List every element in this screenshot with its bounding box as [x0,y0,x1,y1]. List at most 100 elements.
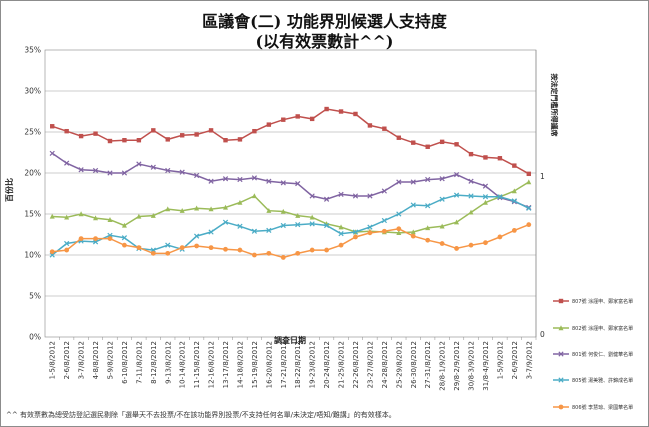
series-lines [49,106,532,260]
x-tick-label: 6-10/8/2012 [121,341,129,384]
series-line [51,152,530,209]
x-tick-label: 9-13/8/2012 [164,341,172,384]
data-point [194,205,200,211]
data-point [353,111,358,117]
x-tick-label: 7-11/8/2012 [135,341,143,384]
data-point [165,167,171,174]
legend-label: 806號 李慧琼、梁國華名單 [572,404,633,411]
data-point [208,128,214,133]
data-point [526,171,531,177]
data-point [367,123,373,128]
data-point [425,176,431,183]
legend-item: 801號 何俊仁、劉健華名單 [553,351,633,358]
data-point [107,236,113,242]
data-point [352,193,359,199]
legend-label: 807號 涂謹申、鄭家富名單 [572,298,633,305]
data-point [136,213,142,219]
data-point [381,228,387,234]
data-point [165,250,171,256]
data-point [222,176,229,182]
data-point [78,236,84,242]
data-point [150,164,156,170]
data-point [237,137,243,142]
data-point [237,247,243,253]
data-point [511,228,517,233]
x-tick-label: 1-5/8/2012 [49,341,57,379]
data-point [410,233,416,239]
data-point [121,235,128,241]
x-tick-label: 5-9/8/2012 [106,341,114,379]
x-tick-label: 12-16/8/2012 [208,341,216,388]
data-point [179,245,185,251]
data-point [381,217,387,224]
data-point [454,246,459,251]
data-point [382,126,387,131]
data-point [222,219,229,225]
data-point [338,242,344,248]
y2-axis-label: 按法定門檻所得議席 [550,74,559,137]
data-point [64,247,70,253]
y2-tick: 0 [540,330,545,339]
data-point [295,222,301,228]
data-point [411,140,416,145]
y-tick-label: 30% [24,87,41,96]
y-tick-label: 25% [24,128,41,137]
data-point [468,193,474,199]
data-point [309,193,315,199]
data-point [381,188,387,194]
data-point [338,231,344,237]
data-point [194,243,200,249]
data-point [49,249,55,255]
y2-tick: 1 [540,172,545,181]
data-point [107,138,113,144]
data-point [223,204,229,210]
x-tick-label: 15-19/8/2012 [251,341,259,388]
data-point [497,156,503,161]
data-point [64,240,70,247]
data-point [410,202,416,208]
data-point [93,131,98,136]
data-point [121,170,128,176]
data-point [78,211,84,217]
data-point [208,206,214,212]
x-axis-label: 調查日期 [274,335,306,345]
data-point [425,203,431,209]
x-tick-label: 22-26/8/2012 [352,341,360,388]
data-point [453,192,460,198]
data-point [295,114,300,119]
data-point [468,178,474,184]
data-point [208,229,214,235]
x-tick-label: 3-7/8/2012 [78,341,86,379]
legend-label: 802號 涂謹申、鄭家富名單 [572,325,633,332]
data-point [396,211,402,217]
x-tick-label: 16-20/8/2012 [265,341,273,388]
data-point [309,221,315,227]
data-point [439,139,445,145]
data-point [107,217,113,222]
data-point [165,242,171,248]
data-point [396,179,402,185]
x-tick-label: 2-6/8/2012 [63,341,71,379]
data-point [439,241,445,246]
data-point [396,230,402,236]
data-point [165,206,171,212]
series-807號 涂謹申、鄭家富名單 [50,106,531,177]
data-point [208,178,214,184]
y-axis-ticks: 0% 5% 10% 15% 20% 25% 30% 35% [24,46,41,342]
data-point [352,229,359,235]
data-point [223,138,228,143]
chart-subtitle: (以有效票數計^^) [255,32,394,51]
x-tick-label: 20-24/8/2012 [323,341,331,388]
data-point [252,128,257,134]
data-point [396,135,402,140]
x-tick-label: 17-21/8/2012 [280,341,288,388]
series-802號 涂謹申、鄭家富名單 [49,179,532,236]
data-point [92,167,99,174]
data-point [558,351,564,357]
data-point [338,109,344,114]
data-point [526,205,532,211]
gridlines [45,90,536,297]
legend-label: 801號 何俊仁、劉健華名單 [572,351,633,358]
data-point [151,128,156,133]
